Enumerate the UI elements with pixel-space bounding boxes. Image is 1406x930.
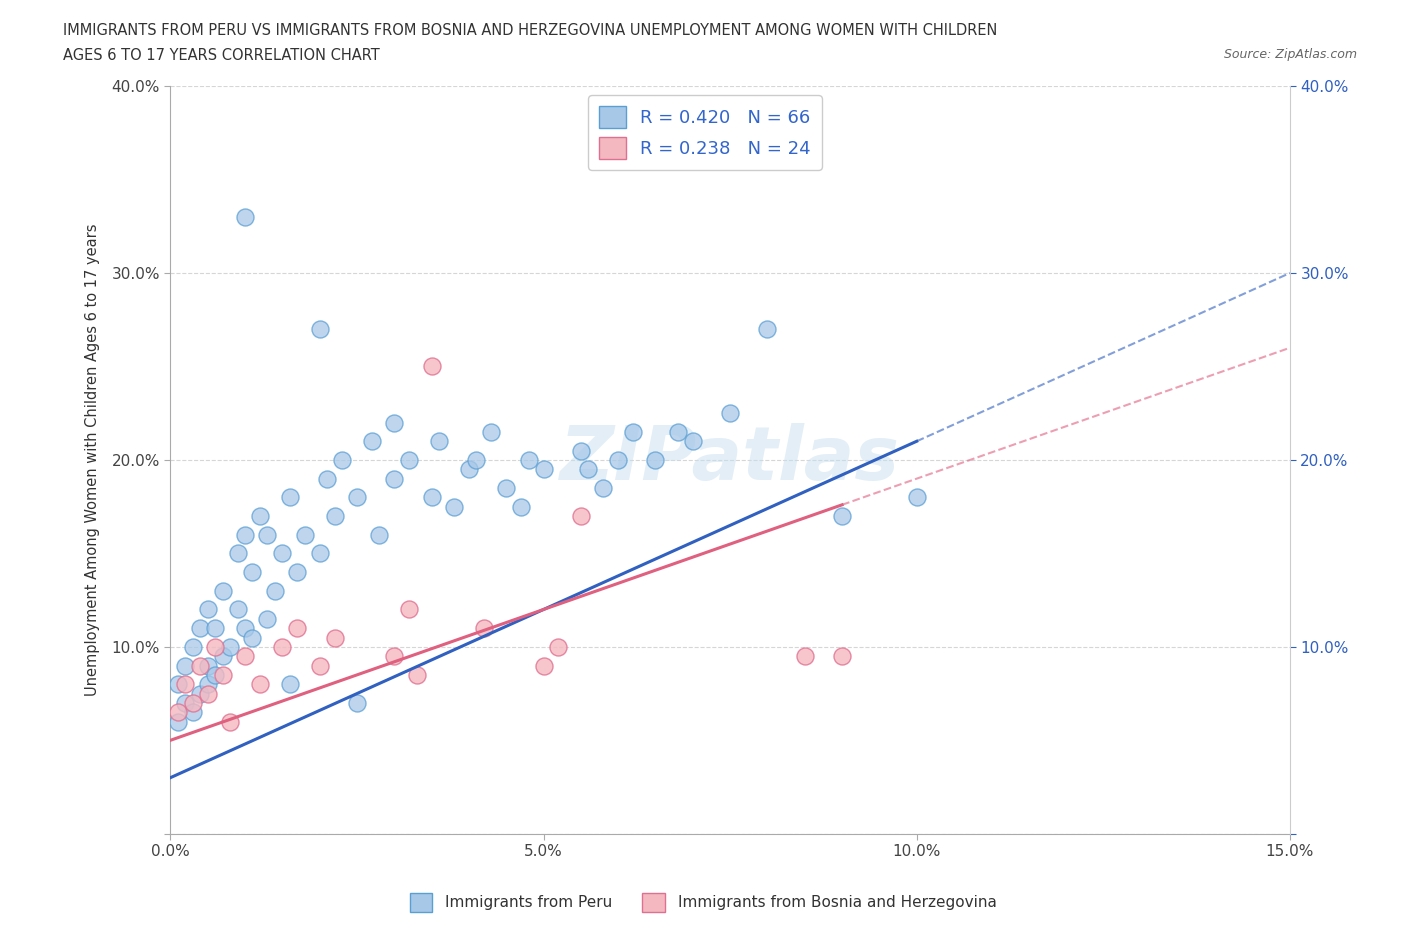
Point <box>323 631 346 645</box>
Point <box>316 472 339 486</box>
Point <box>517 453 540 468</box>
Point <box>242 565 264 579</box>
Point <box>793 649 815 664</box>
Point <box>360 433 382 448</box>
Point <box>197 686 219 701</box>
Point <box>174 677 197 692</box>
Point <box>197 658 219 673</box>
Point <box>644 453 666 468</box>
Point <box>166 677 188 692</box>
Point <box>382 415 405 430</box>
Point <box>368 527 391 542</box>
Point <box>533 658 555 673</box>
Y-axis label: Unemployment Among Women with Children Ages 6 to 17 years: Unemployment Among Women with Children A… <box>86 224 100 697</box>
Point <box>211 649 233 664</box>
Point <box>181 705 204 720</box>
Point <box>330 453 353 468</box>
Text: IMMIGRANTS FROM PERU VS IMMIGRANTS FROM BOSNIA AND HERZEGOVINA UNEMPLOYMENT AMON: IMMIGRANTS FROM PERU VS IMMIGRANTS FROM … <box>63 23 998 38</box>
Point <box>308 658 330 673</box>
Point <box>420 359 443 374</box>
Point <box>472 620 495 635</box>
Legend: Immigrants from Peru, Immigrants from Bosnia and Herzegovina: Immigrants from Peru, Immigrants from Bo… <box>404 887 1002 918</box>
Text: AGES 6 TO 17 YEARS CORRELATION CHART: AGES 6 TO 17 YEARS CORRELATION CHART <box>63 48 380 63</box>
Point <box>576 462 599 477</box>
Point <box>204 620 226 635</box>
Point <box>323 509 346 524</box>
Point <box>278 677 301 692</box>
Point <box>166 705 188 720</box>
Point <box>181 640 204 655</box>
Point <box>718 405 741 420</box>
Point <box>197 677 219 692</box>
Point <box>346 490 368 505</box>
Point <box>188 620 211 635</box>
Point <box>233 649 256 664</box>
Point <box>427 433 450 448</box>
Point <box>569 444 592 458</box>
Point <box>233 620 256 635</box>
Text: Source: ZipAtlas.com: Source: ZipAtlas.com <box>1223 48 1357 61</box>
Point <box>211 583 233 598</box>
Point <box>607 453 630 468</box>
Point <box>682 433 704 448</box>
Point <box>465 453 488 468</box>
Point <box>443 499 465 514</box>
Text: ZIPatlas: ZIPatlas <box>560 423 900 497</box>
Point <box>495 481 517 496</box>
Point <box>285 565 308 579</box>
Point <box>278 490 301 505</box>
Point <box>271 546 294 561</box>
Point <box>533 462 555 477</box>
Point <box>398 602 420 617</box>
Point <box>181 696 204 711</box>
Point <box>405 668 427 683</box>
Point <box>457 462 479 477</box>
Point <box>204 668 226 683</box>
Point <box>621 424 644 439</box>
Point <box>420 490 443 505</box>
Point <box>211 668 233 683</box>
Point <box>219 714 242 729</box>
Point <box>174 658 197 673</box>
Point <box>382 649 405 664</box>
Point <box>256 611 278 626</box>
Point <box>831 649 853 664</box>
Point <box>242 631 264 645</box>
Point <box>905 490 928 505</box>
Point <box>166 714 188 729</box>
Point <box>219 640 242 655</box>
Point <box>271 640 294 655</box>
Point <box>174 696 197 711</box>
Point <box>569 509 592 524</box>
Point <box>226 602 249 617</box>
Point <box>382 472 405 486</box>
Point <box>226 546 249 561</box>
Point <box>308 322 330 337</box>
Point <box>510 499 533 514</box>
Point <box>188 658 211 673</box>
Point <box>256 527 278 542</box>
Point <box>249 677 271 692</box>
Point <box>204 640 226 655</box>
Point <box>233 209 256 224</box>
Point <box>666 424 689 439</box>
Point <box>547 640 569 655</box>
Point <box>592 481 614 496</box>
Point <box>308 546 330 561</box>
Point <box>285 620 308 635</box>
Point <box>346 696 368 711</box>
Point <box>249 509 271 524</box>
Point <box>398 453 420 468</box>
Point <box>233 527 256 542</box>
Point <box>831 509 853 524</box>
Point <box>479 424 502 439</box>
Point <box>294 527 316 542</box>
Point <box>756 322 779 337</box>
Point <box>188 686 211 701</box>
Point <box>263 583 285 598</box>
Point <box>197 602 219 617</box>
Legend: R = 0.420   N = 66, R = 0.238   N = 24: R = 0.420 N = 66, R = 0.238 N = 24 <box>588 95 823 170</box>
